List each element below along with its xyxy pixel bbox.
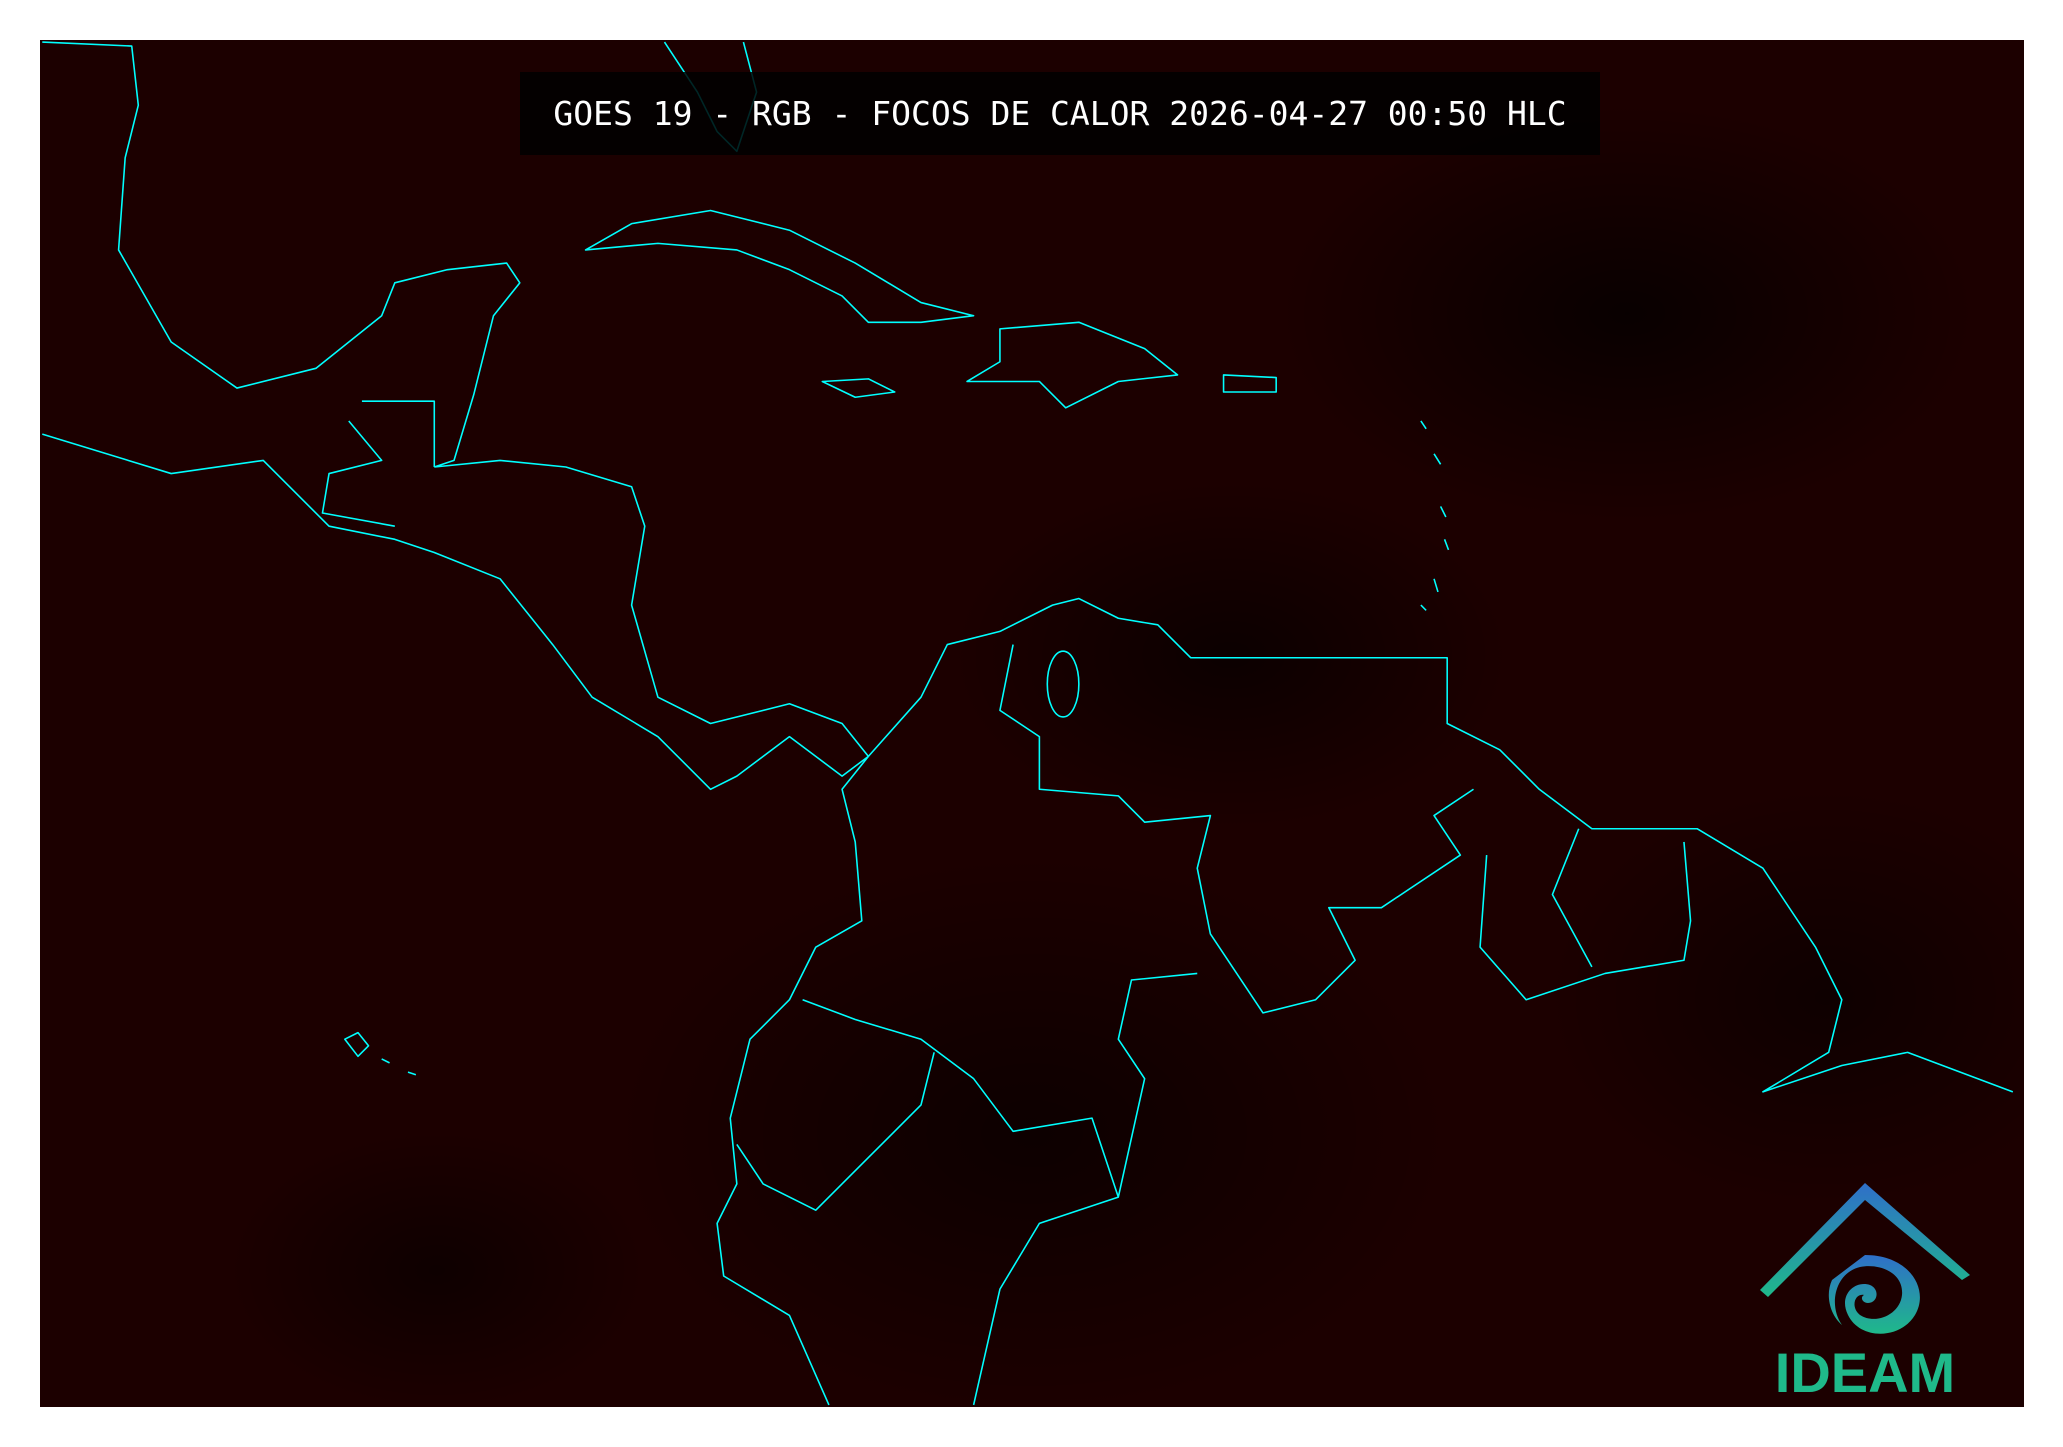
map-boundaries [42,41,2014,1406]
logo-text: IDEAM [1774,1341,1956,1404]
map-title: GOES 19 - RGB - FOCOS DE CALOR 2026-04-2… [553,94,1567,133]
roof-icon [1760,1183,1970,1297]
cuba [584,209,975,324]
ideam-logo [1760,1183,1970,1334]
hispaniola [966,321,1179,409]
country-borders [321,400,1692,1406]
puerto-rico [1222,374,1277,393]
gulf-coastline [42,41,870,791]
satellite-image: GOES 19 - RGB - FOCOS DE CALOR 2026-04-2… [40,40,2024,1407]
galapagos [344,1031,417,1076]
lake-maracaibo [1046,650,1080,718]
lesser-antilles [1420,420,1450,611]
title-banner: GOES 19 - RGB - FOCOS DE CALOR 2026-04-2… [520,72,1600,155]
spiral-icon [1828,1255,1920,1334]
jamaica [821,378,896,399]
south-america-coastline [716,597,2014,1406]
